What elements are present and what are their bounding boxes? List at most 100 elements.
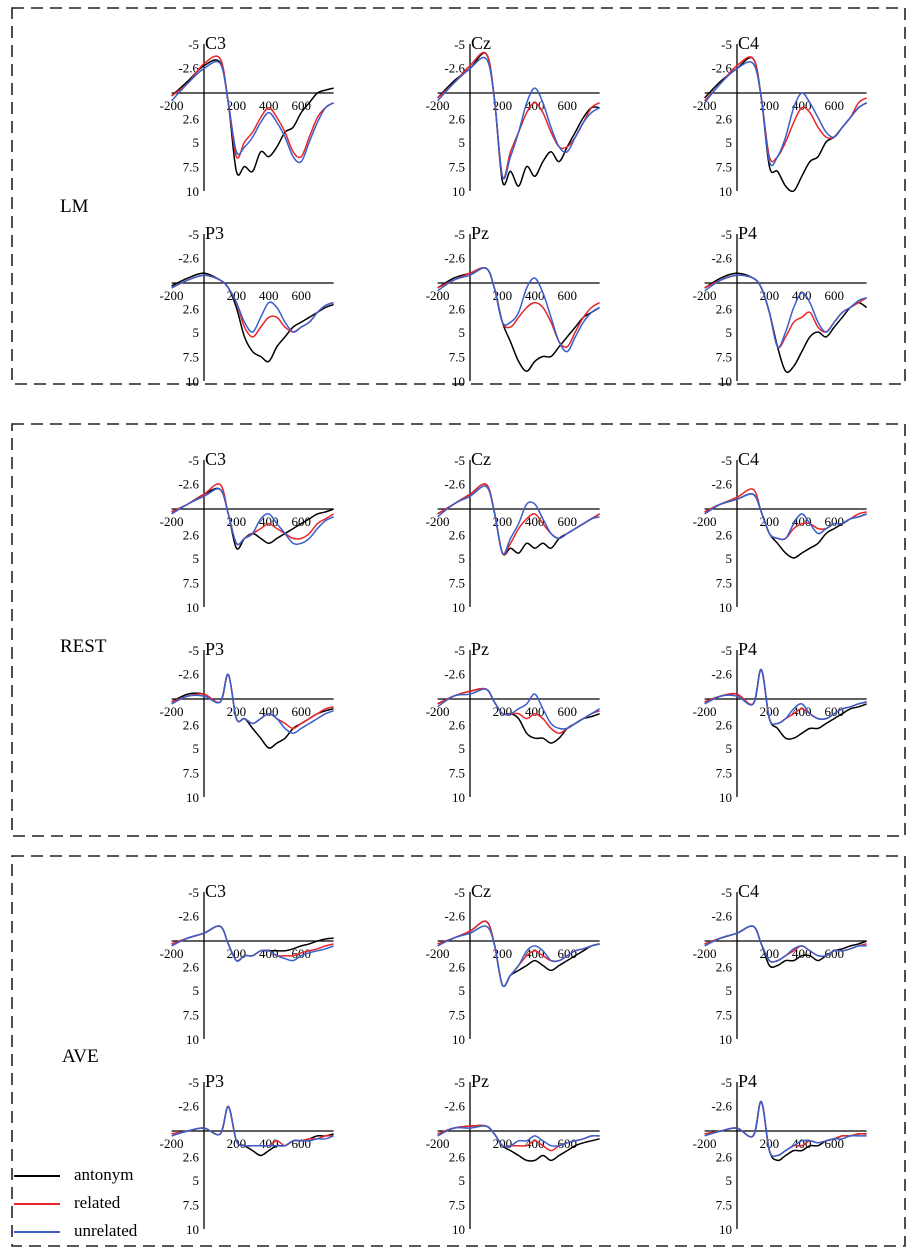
x-tick-label-ave-c4: 400	[792, 946, 812, 961]
y-tick-label-ave-c3: 10	[186, 1032, 199, 1047]
y-tick-label-ave-pz: 2.6	[449, 1149, 466, 1164]
x-tick-label-rest-pz: -200	[426, 704, 450, 719]
trace-unrelated-lm-p4	[704, 274, 867, 349]
x-tick-label-lm-pz: 400	[525, 288, 545, 303]
x-tick-label-ave-p3: 200	[227, 1136, 247, 1151]
legend-swatch-related	[14, 1203, 60, 1205]
y-tick-label-ave-p3: 10	[186, 1222, 199, 1237]
x-tick-label-lm-cz: 400	[525, 98, 545, 113]
y-tick-label-lm-c3: -2.6	[178, 61, 199, 76]
x-tick-label-ave-p4: 200	[760, 1136, 780, 1151]
y-tick-label-lm-c4: 2.6	[716, 111, 733, 126]
y-tick-label-lm-c4: 7.5	[716, 160, 732, 175]
y-tick-label-ave-c3: 2.6	[183, 959, 200, 974]
x-tick-label-lm-c4: 600	[824, 98, 844, 113]
electrode-label-ave-p4: P4	[738, 1071, 757, 1091]
x-tick-label-ave-p4: 400	[792, 1136, 812, 1151]
electrode-label-lm-p4: P4	[738, 223, 757, 243]
x-tick-label-lm-p3: 600	[291, 288, 311, 303]
y-tick-label-rest-cz: 2.6	[449, 527, 466, 542]
y-tick-label-ave-p3: -2.6	[178, 1099, 199, 1114]
y-tick-label-rest-pz: 5	[459, 741, 466, 756]
x-tick-label-rest-p4: 600	[824, 704, 844, 719]
x-tick-label-rest-p4: 200	[760, 704, 780, 719]
y-tick-label-rest-c3: 10	[186, 600, 199, 615]
y-tick-label-rest-pz: 7.5	[449, 766, 465, 781]
y-tick-label-ave-p4: 10	[719, 1222, 732, 1237]
x-tick-label-rest-cz: 600	[557, 514, 577, 529]
y-tick-label-ave-c4: -2.6	[711, 909, 732, 924]
y-tick-label-rest-p4: 2.6	[716, 717, 733, 732]
y-tick-label-rest-p3: -5	[188, 643, 199, 658]
electrode-label-lm-pz: Pz	[471, 223, 489, 243]
y-tick-label-lm-cz: 7.5	[449, 160, 465, 175]
x-tick-label-rest-p3: -200	[160, 704, 184, 719]
y-tick-label-lm-c4: 5	[726, 135, 733, 150]
y-tick-label-lm-pz: -2.6	[444, 251, 465, 266]
x-tick-label-rest-pz: 200	[493, 704, 513, 719]
panel-frame-rest	[11, 423, 906, 837]
y-tick-label-rest-c4: 2.6	[716, 527, 733, 542]
panel-label-ave: AVE	[62, 1046, 99, 1067]
y-tick-label-rest-p3: -2.6	[178, 667, 199, 682]
y-tick-label-rest-cz: 7.5	[449, 576, 465, 591]
subplot-lm-c3: -5 -2.6 2.6 5 7.5 10 -200 200 400 600 C3	[160, 33, 334, 199]
y-tick-label-rest-pz: -5	[454, 643, 465, 658]
y-tick-label-rest-p3: 2.6	[183, 717, 200, 732]
y-tick-label-rest-p4: 7.5	[716, 766, 732, 781]
x-tick-label-lm-pz: -200	[426, 288, 450, 303]
x-tick-label-rest-c4: 600	[824, 514, 844, 529]
y-tick-label-rest-c4: 10	[719, 600, 732, 615]
y-tick-label-lm-pz: 2.6	[449, 301, 466, 316]
y-tick-label-lm-cz: -2.6	[444, 61, 465, 76]
y-tick-label-ave-p3: 2.6	[183, 1149, 200, 1164]
electrode-label-lm-c4: C4	[738, 33, 759, 53]
y-tick-label-ave-p3: 7.5	[183, 1198, 199, 1213]
x-tick-label-rest-c4: 200	[760, 514, 780, 529]
trace-unrelated-rest-p4	[704, 668, 867, 726]
panel-label-rest: REST	[60, 636, 107, 657]
trace-antonym-lm-p3	[171, 272, 334, 363]
trace-unrelated-ave-c3	[171, 925, 334, 962]
x-tick-label-lm-p4: 200	[760, 288, 780, 303]
y-tick-label-ave-c4: 5	[726, 983, 733, 998]
y-tick-label-ave-pz: -2.6	[444, 1099, 465, 1114]
x-tick-label-rest-pz: 600	[557, 704, 577, 719]
x-tick-label-ave-cz: 600	[557, 946, 577, 961]
y-tick-label-rest-p3: 10	[186, 790, 199, 805]
trace-unrelated-rest-pz	[437, 688, 600, 730]
x-tick-label-lm-c3: 400	[259, 98, 279, 113]
y-tick-label-rest-c3: 2.6	[183, 527, 200, 542]
y-tick-label-lm-cz: -5	[454, 37, 465, 52]
subplot-lm-cz: -5 -2.6 2.6 5 7.5 10 -200 200 400 600 Cz	[426, 33, 600, 199]
y-tick-label-lm-pz: 7.5	[449, 350, 465, 365]
x-tick-label-lm-c3: -200	[160, 98, 184, 113]
x-tick-label-lm-cz: 600	[557, 98, 577, 113]
trace-unrelated-ave-p4	[704, 1100, 867, 1158]
electrode-label-rest-p4: P4	[738, 639, 757, 659]
trace-unrelated-rest-p3	[171, 673, 334, 735]
x-tick-label-rest-cz: -200	[426, 514, 450, 529]
y-tick-label-lm-p4: -5	[721, 227, 732, 242]
y-tick-label-ave-pz: 7.5	[449, 1198, 465, 1213]
trace-unrelated-rest-cz	[437, 485, 600, 555]
y-tick-label-ave-cz: -5	[454, 885, 465, 900]
y-tick-label-lm-c3: 5	[193, 135, 200, 150]
y-tick-label-lm-p3: 10	[186, 374, 199, 389]
y-tick-label-ave-p4: -2.6	[711, 1099, 732, 1114]
y-tick-label-lm-p3: 7.5	[183, 350, 199, 365]
legend-label-antonym: antonym	[74, 1165, 134, 1184]
x-tick-label-lm-c3: 200	[227, 98, 247, 113]
y-tick-label-ave-pz: 10	[452, 1222, 465, 1237]
y-tick-label-rest-pz: 10	[452, 790, 465, 805]
x-tick-label-rest-c4: -200	[693, 514, 717, 529]
legend-swatch-antonym	[14, 1175, 60, 1177]
trace-unrelated-ave-pz	[437, 1125, 600, 1148]
y-tick-label-lm-c3: 2.6	[183, 111, 200, 126]
y-tick-label-ave-p3: -5	[188, 1075, 199, 1090]
y-tick-label-ave-p4: 5	[726, 1173, 733, 1188]
